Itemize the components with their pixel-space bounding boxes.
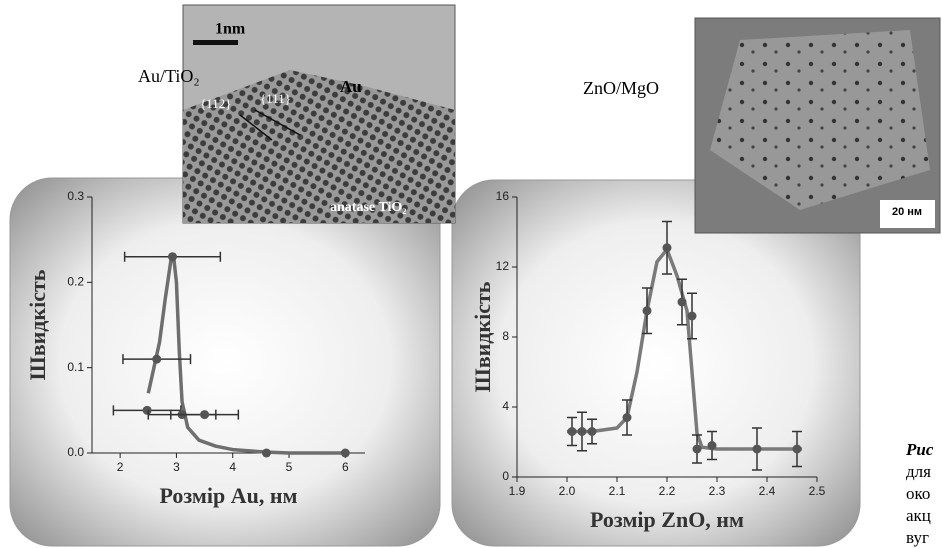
data-point	[568, 427, 577, 436]
data-point	[708, 441, 717, 450]
image-label: Au/TiO₂	[138, 66, 200, 86]
data-point	[588, 427, 597, 436]
x-tick-label: 2.1	[609, 484, 626, 498]
scale-label: 20 нм	[892, 206, 922, 218]
y-tick-label: 0	[502, 469, 509, 483]
y-axis-label: Швидкість	[470, 281, 495, 392]
y-axis-label: Швидкість	[25, 269, 50, 380]
image-label: Au	[340, 77, 362, 96]
x-tick-label: 2.0	[559, 484, 576, 498]
tem-image	[183, 5, 455, 223]
data-point	[152, 355, 161, 364]
y-tick-label: 0.1	[67, 360, 84, 374]
data-point	[143, 406, 152, 415]
x-axis-label: Розмір Au, нм	[159, 483, 297, 508]
data-point	[643, 306, 652, 315]
image-label: anatase TiO₂	[330, 200, 406, 215]
y-tick-label: 8	[502, 329, 509, 343]
y-tick-label: 4	[502, 399, 509, 413]
data-point	[262, 449, 271, 458]
scale-label: 1nm	[215, 21, 246, 38]
x-tick-label: 4	[229, 460, 236, 474]
data-point	[168, 252, 177, 261]
x-tick-label: 2.4	[759, 484, 776, 498]
data-point	[793, 445, 802, 454]
data-point	[200, 410, 209, 419]
figure: Au/TiO₂ 1nm {111} {112} Au anatase TiO₂ …	[0, 0, 942, 548]
data-point	[678, 298, 687, 307]
image-label: ZnO/MgO	[583, 78, 659, 98]
x-tick-label: 2	[117, 460, 124, 474]
data-point	[688, 312, 697, 321]
caption-text: око	[906, 484, 930, 503]
caption-text: акц	[906, 506, 931, 525]
data-point	[693, 445, 702, 454]
x-tick-label: 3	[173, 460, 180, 474]
y-tick-label: 16	[496, 189, 510, 203]
caption: Рис для око акц вуг	[905, 440, 934, 547]
image-label: {111}	[260, 91, 291, 106]
x-tick-label: 1.9	[509, 484, 526, 498]
y-tick-label: 0.2	[67, 275, 84, 289]
y-tick-label: 0.0	[67, 445, 84, 459]
data-point	[623, 413, 632, 422]
x-tick-label: 2.5	[809, 484, 826, 498]
x-tick-label: 2.3	[709, 484, 726, 498]
x-tick-label: 2.2	[659, 484, 676, 498]
y-tick-label: 0.3	[67, 189, 84, 203]
x-axis-label: Розмір ZnO, нм	[590, 507, 744, 532]
caption-text: вуг	[906, 528, 929, 547]
data-point	[578, 427, 587, 436]
caption-text: Рис	[905, 440, 934, 459]
caption-text: для	[906, 462, 931, 481]
data-point	[753, 445, 762, 454]
x-tick-label: 6	[342, 460, 349, 474]
x-tick-label: 5	[286, 460, 293, 474]
tem-image	[695, 18, 940, 233]
y-tick-label: 12	[496, 259, 510, 273]
image-label: {112}	[200, 96, 232, 111]
data-point	[341, 449, 350, 458]
data-point	[663, 243, 672, 252]
